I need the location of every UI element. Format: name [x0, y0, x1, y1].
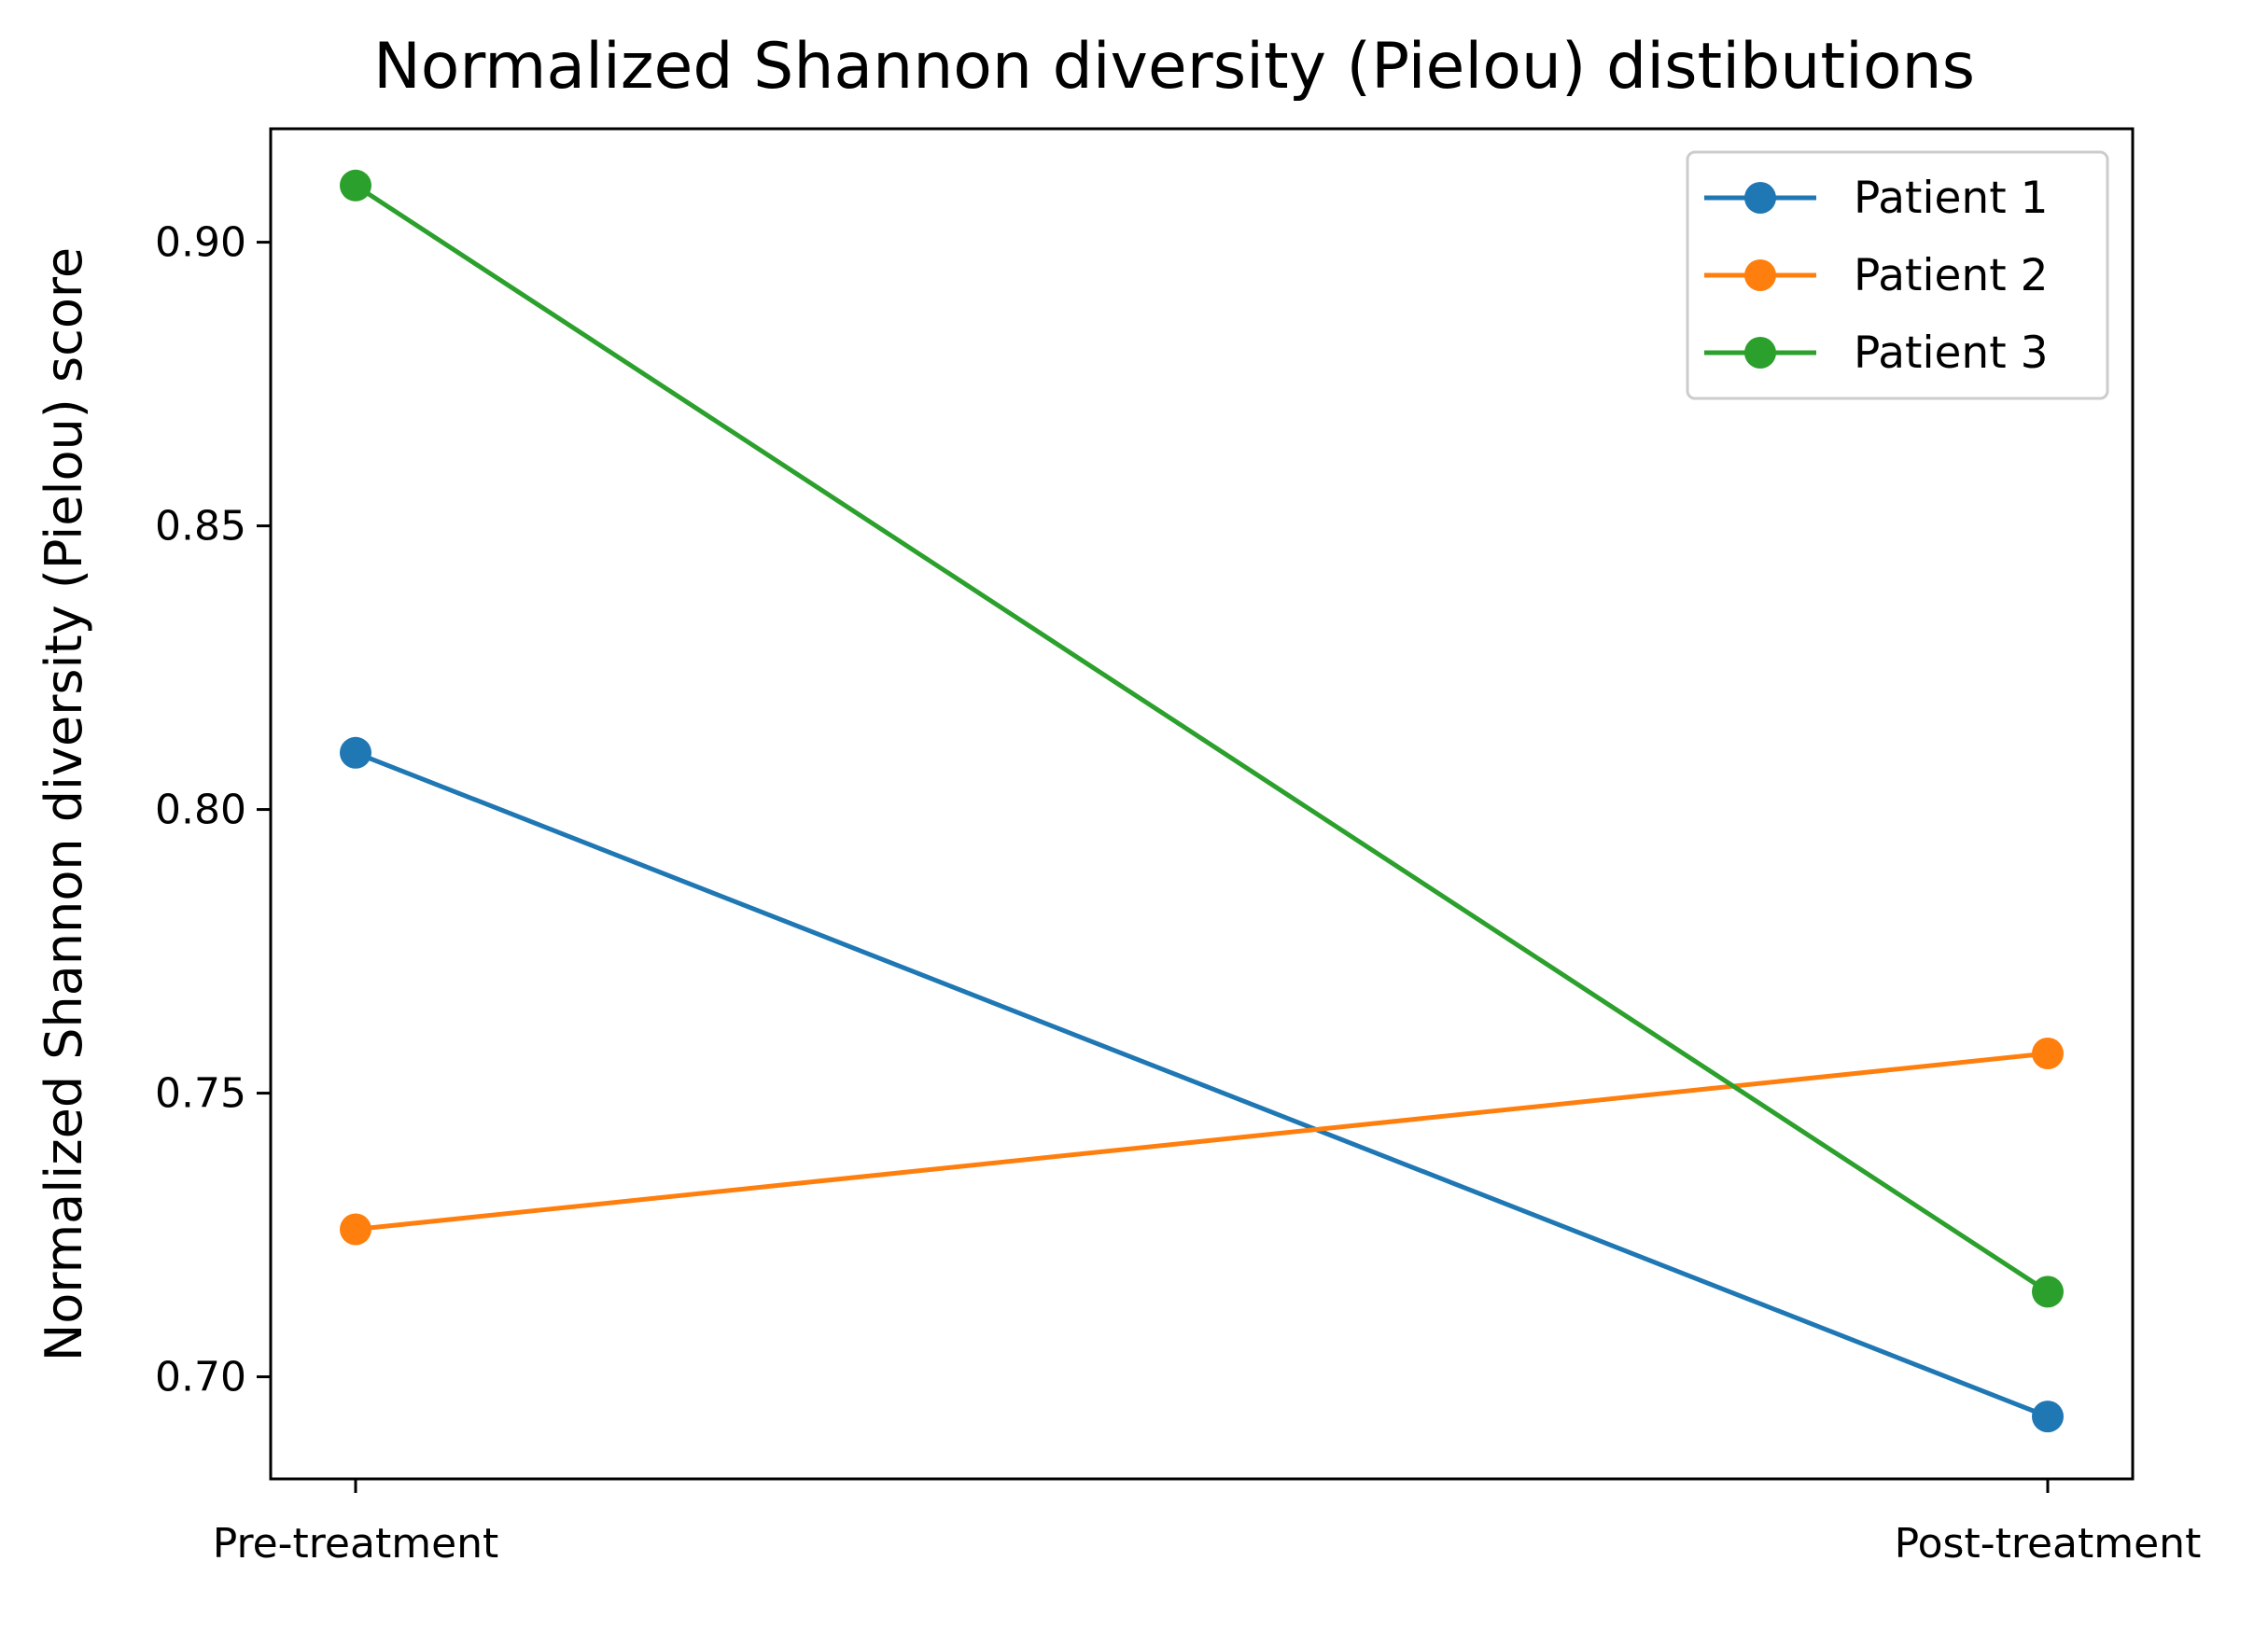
- y-axis-label: Normalized Shannon diversity (Pielou) sc…: [35, 247, 93, 1361]
- plot-frame: [269, 127, 2135, 1481]
- data-point-patient-3: [340, 169, 371, 202]
- legend-box: [1686, 150, 2109, 400]
- y-axis: 0.70 0.75 0.80 0.85 0.90: [155, 219, 271, 1401]
- y-tick-label: 0.75: [155, 1070, 246, 1118]
- y-tick-label: 0.80: [155, 787, 246, 834]
- legend-label-patient-3: Patient 3: [1854, 328, 2049, 379]
- legend-marker-patient-3: [1744, 337, 1776, 369]
- legend-label-patient-1: Patient 1: [1854, 173, 2049, 224]
- series-layer: [340, 169, 2064, 1433]
- data-point-patient-1: [340, 736, 371, 769]
- data-point-patient-1: [2032, 1401, 2064, 1433]
- x-axis: Pre-treatment Post-treatment: [213, 1479, 2202, 1568]
- data-point-patient-2: [340, 1213, 371, 1246]
- legend-marker-patient-1: [1744, 182, 1776, 214]
- data-point-patient-3: [2032, 1276, 2064, 1308]
- data-point-patient-2: [2032, 1038, 2064, 1070]
- legend-label-patient-2: Patient 2: [1854, 250, 2049, 301]
- y-tick-label: 0.85: [155, 503, 246, 551]
- series-line-patient-2: [355, 1051, 2049, 1232]
- x-tick-label: Pre-treatment: [213, 1520, 499, 1568]
- x-tick-label: Post-treatment: [1895, 1520, 2202, 1568]
- series-line-patient-3: [354, 183, 2050, 1294]
- legend: Patient 1 Patient 2 Patient 3: [1686, 150, 2109, 400]
- chart-title: Normalized Shannon diversity (Pielou) di…: [373, 30, 1975, 104]
- series-line-patient-1: [355, 750, 2049, 1419]
- y-tick-label: 0.70: [155, 1354, 246, 1401]
- legend-marker-patient-2: [1744, 259, 1776, 291]
- y-tick-label: 0.90: [155, 219, 246, 267]
